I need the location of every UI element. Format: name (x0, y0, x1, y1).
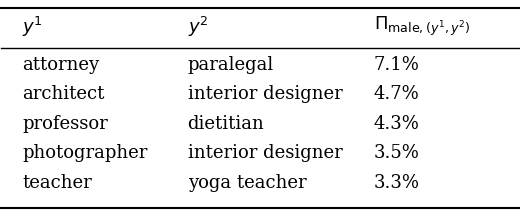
Text: attorney: attorney (22, 56, 99, 74)
Text: photographer: photographer (22, 144, 148, 162)
Text: teacher: teacher (22, 174, 92, 192)
Text: 4.7%: 4.7% (374, 85, 420, 103)
Text: architect: architect (22, 85, 105, 103)
Text: $\Pi_{\mathrm{male},(y^1,y^2)}$: $\Pi_{\mathrm{male},(y^1,y^2)}$ (374, 15, 471, 38)
Text: paralegal: paralegal (188, 56, 274, 74)
Text: 4.3%: 4.3% (374, 115, 420, 133)
Text: dietitian: dietitian (188, 115, 264, 133)
Text: $y^1$: $y^1$ (22, 15, 43, 39)
Text: 3.5%: 3.5% (374, 144, 420, 162)
Text: 7.1%: 7.1% (374, 56, 420, 74)
Text: 3.3%: 3.3% (374, 174, 420, 192)
Text: interior designer: interior designer (188, 144, 342, 162)
Text: yoga teacher: yoga teacher (188, 174, 306, 192)
Text: interior designer: interior designer (188, 85, 342, 103)
Text: professor: professor (22, 115, 108, 133)
Text: $y^2$: $y^2$ (188, 15, 209, 39)
